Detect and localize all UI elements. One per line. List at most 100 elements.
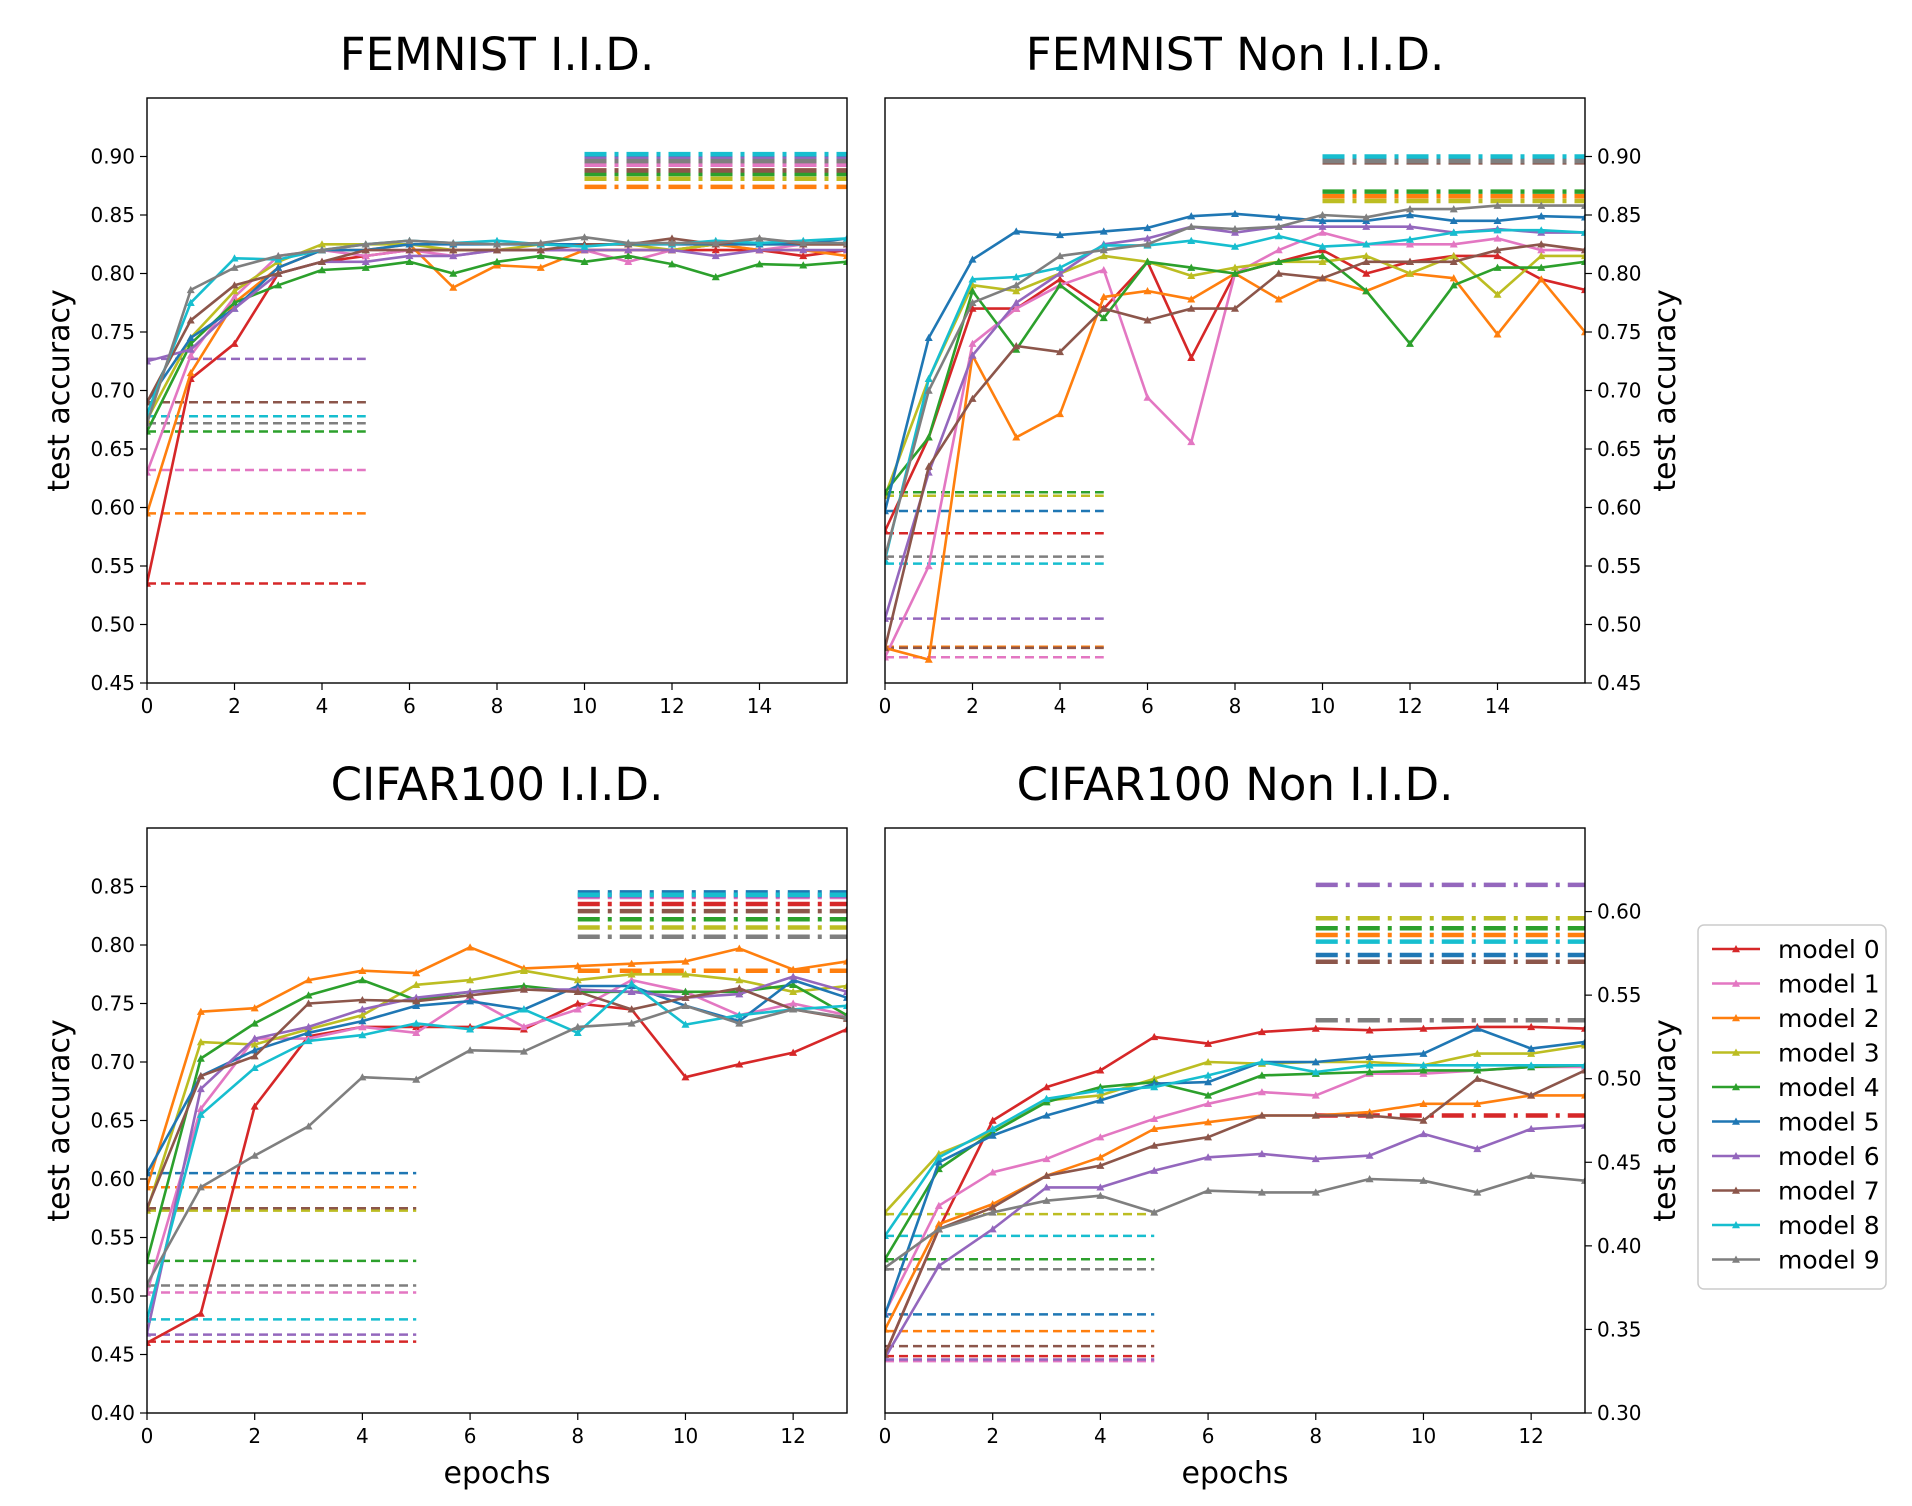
- series-point: [799, 251, 808, 260]
- series-point: [1056, 409, 1064, 418]
- series-point: [1311, 1111, 1320, 1119]
- series-line-model-2: [147, 243, 847, 514]
- series-line-model-1: [147, 978, 847, 1293]
- series-point: [624, 257, 633, 265]
- series-line-model-9: [885, 204, 1585, 557]
- series-point: [1362, 251, 1371, 260]
- series-line-model-5: [885, 1027, 1585, 1315]
- series-point: [1537, 275, 1546, 283]
- series-point: [1449, 240, 1458, 248]
- series-point: [1527, 1044, 1536, 1052]
- series-point: [1257, 1149, 1266, 1158]
- series-point: [1143, 316, 1152, 324]
- series-point: [1537, 212, 1546, 220]
- series-point: [147, 419, 151, 427]
- series-point: [1187, 236, 1196, 244]
- legend-box: [1697, 924, 1887, 1290]
- series-point: [449, 283, 458, 291]
- x-tick-label: 4: [316, 694, 329, 718]
- y-tick-label: 0.40: [1597, 1234, 1642, 1258]
- series-point: [1318, 228, 1327, 236]
- panel-0: FEMNIST I.I.D. 0 2 4 6 8 10 12 14 0.45 0.50 0.55 0.6…: [42, 28, 848, 718]
- series-point: [147, 357, 151, 365]
- series-point: [799, 246, 808, 254]
- series-point: [755, 234, 764, 242]
- series-point: [1537, 251, 1546, 260]
- series-point: [1274, 257, 1283, 265]
- series-point: [230, 292, 239, 301]
- series-point: [412, 980, 421, 988]
- series-point: [711, 273, 720, 281]
- series-point: [843, 981, 847, 990]
- x-tick-label: 8: [1229, 694, 1242, 718]
- series-point: [1274, 246, 1283, 254]
- series-point: [358, 995, 367, 1004]
- x-axis-label: epochs: [1182, 1456, 1289, 1491]
- series-point: [250, 1151, 259, 1159]
- series-point: [1257, 1027, 1266, 1036]
- series-line-model-0: [885, 1025, 1585, 1356]
- series-point: [1318, 274, 1327, 282]
- series-point: [885, 1255, 889, 1263]
- series-point: [1449, 274, 1458, 282]
- series-point: [536, 239, 545, 247]
- series-point: [968, 304, 977, 312]
- series-line-model-4: [147, 978, 847, 1262]
- series-point: [1581, 251, 1585, 260]
- series-line-model-8: [885, 1060, 1585, 1237]
- series-point: [147, 1288, 151, 1296]
- x-tick-label: 4: [1054, 694, 1067, 718]
- series-line-model-6: [147, 975, 847, 1334]
- plot-area: [147, 890, 847, 1346]
- series-point: [1581, 213, 1585, 221]
- series-line-model-9: [885, 1174, 1585, 1269]
- series-point: [789, 987, 798, 995]
- series-point: [1318, 211, 1327, 219]
- y-tick-label: 0.30: [1597, 1401, 1642, 1425]
- series-point: [230, 254, 239, 262]
- series-point: [519, 1047, 528, 1055]
- series-point: [304, 1028, 313, 1036]
- y-tick-label: 0.70: [1597, 379, 1642, 403]
- series-point: [1527, 1091, 1536, 1099]
- series-point: [1042, 1171, 1051, 1179]
- series-point: [405, 251, 414, 260]
- series-point: [196, 1183, 205, 1191]
- series-point: [1449, 228, 1458, 236]
- series-point: [1473, 1099, 1482, 1107]
- series-point: [1056, 263, 1064, 271]
- series-point: [580, 242, 589, 250]
- series-line-model-6: [885, 1124, 1585, 1359]
- series-point: [1362, 240, 1371, 248]
- series-point: [1012, 304, 1021, 312]
- series-point: [799, 261, 808, 269]
- series-point: [1581, 285, 1585, 294]
- series-point: [1318, 242, 1327, 250]
- series-point: [449, 239, 458, 247]
- series-point: [1096, 1096, 1105, 1104]
- series-point: [573, 1005, 582, 1013]
- series-point: [1581, 201, 1585, 209]
- series-point: [1362, 269, 1371, 277]
- x-tick-label: 2: [228, 694, 241, 718]
- series-point: [186, 345, 195, 353]
- x-tick-label: 2: [966, 694, 979, 718]
- series-point: [318, 265, 326, 274]
- series-point: [627, 1005, 636, 1013]
- series-point: [711, 246, 720, 254]
- series-point: [1581, 246, 1585, 254]
- series-point: [361, 263, 370, 271]
- series-point: [934, 1225, 943, 1233]
- legend-marker: [1732, 1048, 1740, 1056]
- series-point: [735, 1060, 744, 1068]
- series-point: [1419, 1176, 1428, 1184]
- series-point: [627, 1019, 636, 1027]
- series-point: [1204, 1118, 1213, 1126]
- series-point: [147, 1183, 151, 1191]
- series-point: [627, 979, 636, 987]
- series-point: [1257, 1088, 1266, 1096]
- series-point: [885, 614, 889, 622]
- y-tick-label: 0.65: [90, 437, 135, 461]
- axes-frame: [884, 827, 1586, 1414]
- series-point: [1187, 271, 1196, 280]
